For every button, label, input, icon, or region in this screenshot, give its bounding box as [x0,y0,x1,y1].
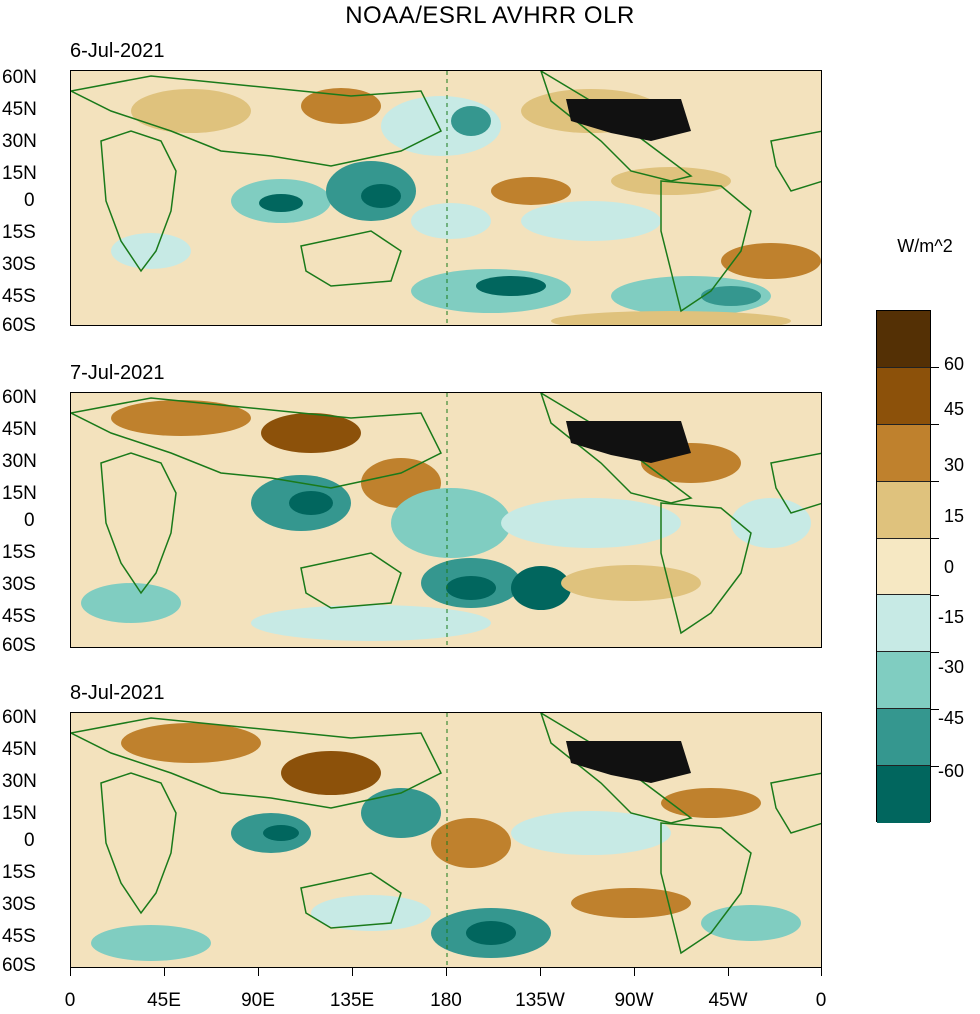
lon-label: 0 [64,990,76,1011]
lon-label: 90E [241,990,275,1011]
lat-label: 60S [2,955,36,976]
colorbar-label: 0 [944,557,955,577]
map-panel-3 [70,712,822,968]
lat-label: 45N [2,739,37,760]
lon-label: 45E [147,990,181,1011]
colorbar-swatch [877,538,930,596]
axis-tick [446,968,447,976]
lat-label: 60N [2,67,37,88]
map-panel-2 [70,392,822,648]
usa-land-mask [566,99,691,141]
lon-label: 180 [430,990,462,1011]
colorbar-swatch [877,424,930,482]
lon-label: 90W [614,990,654,1011]
axis-tick [70,968,71,976]
colorbar-label: 60 [944,354,965,374]
axis-tick [164,968,165,976]
lat-label: 15S [2,862,36,883]
colorbar-label: 30 [944,455,965,475]
chart-title: NOAA/ESRL AVHRR OLR [345,2,635,29]
olr-anomaly-field [81,400,811,641]
lon-label: 135W [515,990,565,1011]
colorbar-tick [931,538,939,539]
axis-tick [258,968,259,976]
lat-label: 0 [24,190,35,211]
colorbar-tick [931,367,939,368]
colorbar-tick [931,652,939,653]
colorbar-label: 15 [944,506,965,526]
axis-tick [634,968,635,976]
colorbar-tick [931,709,939,710]
colorbar-label: -60 [938,761,965,781]
lat-label: 15N [2,483,37,504]
colorbar-swatch [877,481,930,539]
colorbar-label: 45 [944,399,965,419]
panel-3-date: 8-Jul-2021 [70,682,165,704]
axis-tick [540,968,541,976]
axis-tick [728,968,729,976]
lat-label: 45S [2,606,36,627]
usa-land-mask [566,741,691,783]
lon-label: 135E [329,990,375,1011]
lat-label: 45N [2,419,37,440]
lat-label: 15S [2,222,36,243]
lat-label: 15N [2,163,37,184]
colorbar-label: -15 [938,607,965,627]
lat-label: 30S [2,574,36,595]
lat-label: 30N [2,131,37,152]
olr-anomaly-field [91,723,801,961]
lat-label: 60S [2,635,36,656]
lat-label: 45N [2,99,37,120]
lat-label: 45S [2,926,36,947]
lat-label: 30S [2,894,36,915]
lon-label: 0 [815,990,827,1011]
colorbar-label: -30 [938,657,965,677]
lat-label: 30N [2,771,37,792]
lat-label: 0 [24,510,35,531]
lat-label: 30S [2,254,36,275]
lat-label: 15S [2,542,36,563]
colorbar-tick [931,766,939,767]
colorbar-tick [931,481,939,482]
lat-label: 60N [2,707,37,728]
map-panel-1 [70,70,822,326]
colorbar-label: -45 [938,708,965,728]
usa-land-mask [566,421,691,463]
panel-1-date: 6-Jul-2021 [70,40,165,62]
lat-label: 45S [2,286,36,307]
colorbar [876,310,931,823]
colorbar-swatch [877,652,930,710]
lat-label: 15N [2,803,37,824]
lon-label: 45W [708,990,748,1011]
colorbar-swatch [877,311,930,368]
colorbar-tick [931,595,939,596]
lat-label: 30N [2,451,37,472]
colorbar-tick [931,424,939,425]
olr-anomaly-field [111,88,821,325]
colorbar-swatch [877,709,930,766]
colorbar-title: W/m^2 [897,236,953,256]
colorbar-swatch [877,595,930,653]
panel-2-date: 7-Jul-2021 [70,362,165,384]
axis-tick [352,968,353,976]
axis-tick [821,968,822,976]
lat-label: 60N [2,387,37,408]
lat-label: 60S [2,315,36,336]
colorbar-swatch [877,367,930,425]
colorbar-swatch [877,766,930,823]
lat-label: 0 [24,830,35,851]
